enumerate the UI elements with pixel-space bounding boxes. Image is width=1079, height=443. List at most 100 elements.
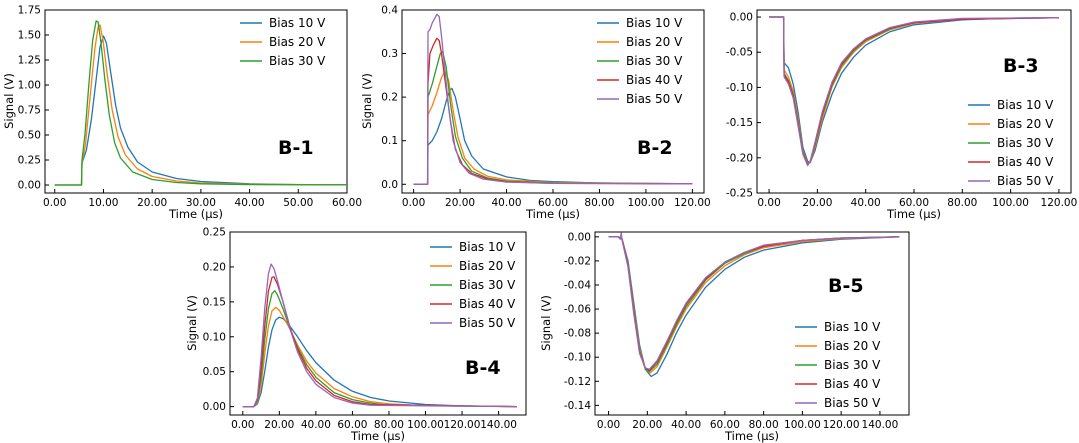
x-tick-label: 40.00 [235, 197, 265, 209]
series-line-bias-10-v [769, 16, 1059, 164]
x-tick-label: 140.00 [480, 419, 517, 431]
y-tick-label: 1.00 [18, 80, 41, 92]
x-tick-label: 60.00 [332, 197, 362, 209]
x-tick-label: 20.00 [264, 419, 294, 431]
y-tick-label: -0.15 [726, 117, 753, 129]
panel-b3: 0.00 20.00 40.00 60.00 80.00 100.00 120.00 0.00… [726, 9, 1077, 221]
x-tick-label: 120.00 [674, 197, 711, 209]
panel-tag: B-5 [828, 275, 864, 297]
legend-label: Bias 20 V [997, 117, 1054, 131]
x-tick-label: 80.00 [584, 197, 614, 209]
y-tick-label: -0.02 [564, 255, 591, 267]
series-line-bias-10-v [608, 236, 900, 378]
y-tick-label: 0.05 [203, 366, 226, 378]
legend-label: Bias 50 V [626, 92, 683, 106]
legend-label: Bias 20 V [459, 259, 516, 273]
y-tick-label: 0.25 [203, 227, 226, 239]
y-tick-label: 0.1 [381, 135, 398, 147]
x-tick-label: 60.00 [710, 419, 740, 431]
legend: Bias 10 V Bias 20 V Bias 30 V Bias 40 V Bias… [597, 16, 683, 106]
x-axis-label: Time (µs) [168, 207, 223, 221]
plot-frame [44, 9, 348, 194]
panel-b5: 0.00 20.00 40.00 60.00 80.00 100.00 120.00 140.… [539, 231, 910, 443]
legend-label: Bias 30 V [824, 358, 881, 372]
y-tick-label: 0.25 [18, 155, 41, 167]
x-tick-label: 60.00 [337, 419, 367, 431]
x-tick-label: 100.00 [628, 197, 665, 209]
x-tick-label: 0.00 [597, 419, 620, 431]
y-tick-label: 0.75 [18, 105, 41, 117]
x-tick-label: 20.00 [632, 419, 662, 431]
x-tick-label: 30.00 [186, 197, 216, 209]
x-axis-label: Time (µs) [350, 429, 405, 443]
x-tick-label: 100.00 [407, 419, 444, 431]
y-tick-label: 0.4 [381, 5, 398, 17]
x-tick-label: 120.00 [823, 419, 860, 431]
y-tick-label: 0.0 [381, 179, 398, 191]
x-tick-label: 40.00 [671, 419, 701, 431]
series-lines [413, 13, 693, 185]
legend-label: Bias 10 V [626, 16, 683, 30]
y-tick-label: 0.3 [381, 48, 398, 60]
legend-label: Bias 10 V [997, 98, 1054, 112]
y-tick-label: -0.04 [564, 279, 591, 291]
series-lines [769, 16, 1059, 167]
series-line-bias-50-v [242, 263, 517, 408]
y-tick-label: 0.10 [203, 331, 226, 343]
x-axis-label: Time (µs) [886, 207, 941, 221]
axis-ticks: 0.00 20.00 40.00 60.00 80.00 100.00 120.00 0.0 0… [381, 5, 710, 210]
x-tick-label: 100.00 [784, 419, 821, 431]
panel-b1: 0.00 10.00 20.00 30.00 40.00 50.00 60.00 0.00 0.… [2, 5, 362, 222]
x-tick-label: 40.00 [301, 419, 331, 431]
y-tick-label: 1.50 [18, 30, 41, 42]
y-tick-label: 0.00 [568, 231, 591, 243]
y-axis-label: Signal (V) [539, 295, 553, 351]
axis-ticks: 0.00 10.00 20.00 30.00 40.00 50.00 60.00 0.00 0.… [18, 5, 362, 210]
series-line-bias-20-v [413, 70, 693, 185]
x-tick-label: 40.00 [492, 197, 522, 209]
panel-b4: 0.00 20.00 40.00 60.00 80.00 100.00 120.00 140.… [185, 227, 527, 443]
series-lines [54, 20, 348, 186]
legend-label: Bias 30 V [997, 136, 1054, 150]
legend-label: Bias 10 V [459, 240, 516, 254]
y-tick-label: -0.12 [564, 376, 591, 388]
legend-label: Bias 40 V [997, 155, 1054, 169]
series-line-bias-30-v [413, 50, 693, 185]
legend-label: Bias 20 V [269, 35, 326, 49]
legend-label: Bias 10 V [269, 16, 326, 30]
legend-label: Bias 40 V [459, 297, 516, 311]
y-tick-label: -0.10 [564, 352, 591, 364]
legend: Bias 10 V Bias 20 V Bias 30 V Bias 40 V Bias… [430, 240, 516, 330]
y-tick-label: 0.00 [203, 401, 226, 413]
y-axis-label: Signal (V) [2, 73, 16, 129]
legend-label: Bias 40 V [626, 73, 683, 87]
x-tick-label: 60.00 [899, 197, 929, 209]
legend-label: Bias 30 V [459, 278, 516, 292]
panel-tag: B-1 [278, 137, 314, 159]
x-tick-label: 0.00 [231, 419, 254, 431]
legend-label: Bias 50 V [997, 174, 1054, 188]
legend: Bias 10 V Bias 20 V Bias 30 V Bias 40 V Bias… [968, 98, 1054, 188]
x-tick-label: 0.00 [43, 197, 66, 209]
y-axis-label: Signal (V) [360, 73, 374, 129]
y-tick-label: 0.50 [18, 130, 41, 142]
x-tick-label: 80.00 [749, 419, 779, 431]
y-axis-label: Signal (V) [185, 295, 199, 351]
x-tick-label: 80.00 [374, 419, 404, 431]
series-lines [242, 263, 517, 408]
legend-label: Bias 30 V [626, 54, 683, 68]
series-line-bias-30-v [54, 20, 348, 186]
x-tick-label: 80.00 [947, 197, 977, 209]
y-tick-label: 0.20 [203, 261, 226, 273]
panel-tag: B-2 [637, 137, 673, 159]
legend: Bias 10 V Bias 20 V Bias 30 V Bias 40 V Bias… [795, 320, 881, 410]
x-axis-label: Time (µs) [525, 207, 580, 221]
panel-tag: B-4 [465, 357, 501, 379]
y-tick-label: 0.00 [730, 12, 753, 24]
series-line-bias-50-v [608, 232, 900, 370]
x-tick-label: 100.00 [992, 197, 1029, 209]
series-line-bias-20-v [54, 24, 348, 186]
series-line-bias-50-v [769, 16, 1059, 167]
x-tick-label: 50.00 [283, 197, 313, 209]
